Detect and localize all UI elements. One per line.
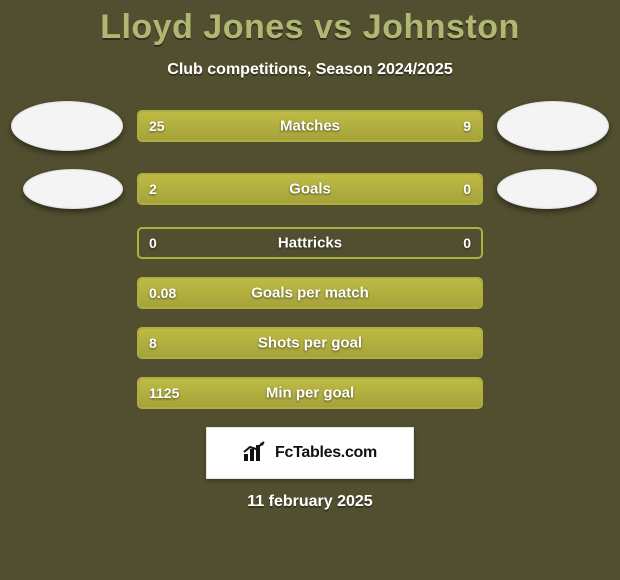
brand-text: FcTables.com [275,444,377,462]
player-photo-left [11,101,123,151]
stat-row: 8 Shots per goal [0,327,620,359]
stat-label: Goals [289,181,331,198]
spacer [497,293,609,294]
player-photo-right [497,169,597,209]
stat-value-left: 8 [149,335,157,351]
stat-bar: 2 0 Goals [137,173,483,205]
stats-container: 25 9 Matches 2 0 Goals 0 0 Hattricks 0.08 Goals pe… [0,101,620,409]
stat-value-right: 0 [463,181,471,197]
spacer [11,393,123,394]
spacer [11,243,123,244]
stat-row: 1125 Min per goal [0,377,620,409]
stat-value-left: 2 [149,181,157,197]
stat-value-left: 0 [149,235,157,251]
stat-bar: 0.08 Goals per match [137,277,483,309]
player-photo-left [23,169,123,209]
stat-bar: 8 Shots per goal [137,327,483,359]
player-photo-right [497,101,609,151]
stat-row: 25 9 Matches [0,101,620,151]
brand-badge[interactable]: FcTables.com [206,427,414,479]
date-text: 11 february 2025 [0,493,620,511]
stat-bar: 1125 Min per goal [137,377,483,409]
bar-fill-left [139,175,402,203]
stat-label: Shots per goal [258,335,362,352]
stat-label: Hattricks [278,235,342,252]
spacer [497,393,609,394]
stat-value-right: 0 [463,235,471,251]
stat-row: 0.08 Goals per match [0,277,620,309]
stat-value-left: 25 [149,118,165,134]
spacer [497,343,609,344]
page-title: Lloyd Jones vs Johnston [0,8,620,47]
spacer [11,343,123,344]
stat-value-left: 0.08 [149,285,176,301]
stat-label: Min per goal [266,385,354,402]
stat-bar: 0 0 Hattricks [137,227,483,259]
brand-logo-icon [243,440,269,467]
stat-label: Goals per match [251,285,369,302]
stat-row: 2 0 Goals [0,169,620,209]
spacer [497,243,609,244]
stat-value-left: 1125 [149,385,179,401]
stat-row: 0 0 Hattricks [0,227,620,259]
stat-label: Matches [280,118,340,135]
stat-bar: 25 9 Matches [137,110,483,142]
page-subtitle: Club competitions, Season 2024/2025 [0,61,620,79]
bar-fill-left [139,112,382,140]
spacer [11,293,123,294]
stat-value-right: 9 [463,118,471,134]
